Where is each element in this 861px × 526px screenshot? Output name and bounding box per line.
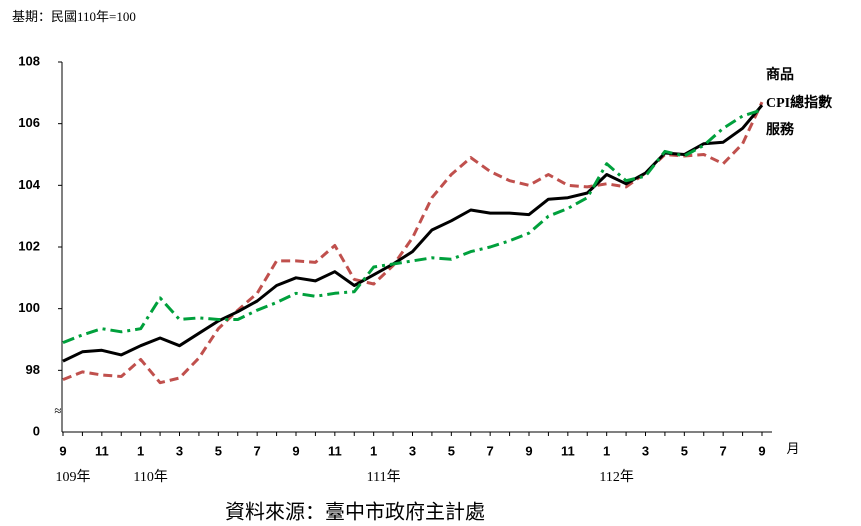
x-tick-label: 9: [758, 443, 765, 458]
x-tick-label: 9: [59, 443, 66, 458]
x-tick-label: 11: [328, 443, 342, 458]
x-tick-label: 5: [215, 443, 222, 458]
subtitle: 基期：民國110年=100: [12, 9, 136, 24]
y-tick-label: 100: [18, 300, 40, 315]
x-tick-label: 7: [487, 443, 494, 458]
year-label: 111年: [367, 469, 401, 485]
y-tick-label: 98: [26, 362, 40, 377]
y-tick-label: 108: [18, 53, 40, 68]
x-tick-label: 11: [561, 443, 575, 458]
x-tick-label: 3: [409, 443, 416, 458]
year-label: 110年: [133, 469, 167, 485]
series-line: [62, 104, 764, 363]
series-line: [62, 108, 763, 344]
legend-label: 商品: [766, 66, 794, 83]
x-tick-label: 3: [642, 443, 649, 458]
y-tick-label: 104: [18, 177, 40, 192]
year-label: 112年: [599, 469, 633, 485]
axis-break-symbol: ≈: [54, 403, 61, 418]
x-tick-label: 9: [292, 443, 299, 458]
y-tick-label: 102: [18, 238, 40, 253]
legend-label: CPI總指數: [766, 94, 832, 111]
source: 資料來源：臺中市政府主計處: [225, 501, 485, 524]
x-tick-label: 1: [137, 443, 144, 458]
x-tick-label: 7: [254, 443, 261, 458]
x-tick-label: 7: [720, 443, 727, 458]
x-tick-label: 9: [525, 443, 532, 458]
y-tick-label: 106: [18, 115, 40, 130]
year-label: 109年: [56, 469, 91, 485]
axis-break-label: 0: [33, 423, 40, 438]
x-tick-label: 1: [370, 443, 377, 458]
x-tick-label: 1: [603, 443, 610, 458]
legend-label: 服務: [766, 121, 795, 138]
x-tick-label: 5: [448, 443, 455, 458]
x-tick-label: 3: [176, 443, 183, 458]
x-tick-label: 5: [681, 443, 688, 458]
x-unit: 月: [786, 441, 799, 456]
x-tick-label: 11: [95, 443, 109, 458]
